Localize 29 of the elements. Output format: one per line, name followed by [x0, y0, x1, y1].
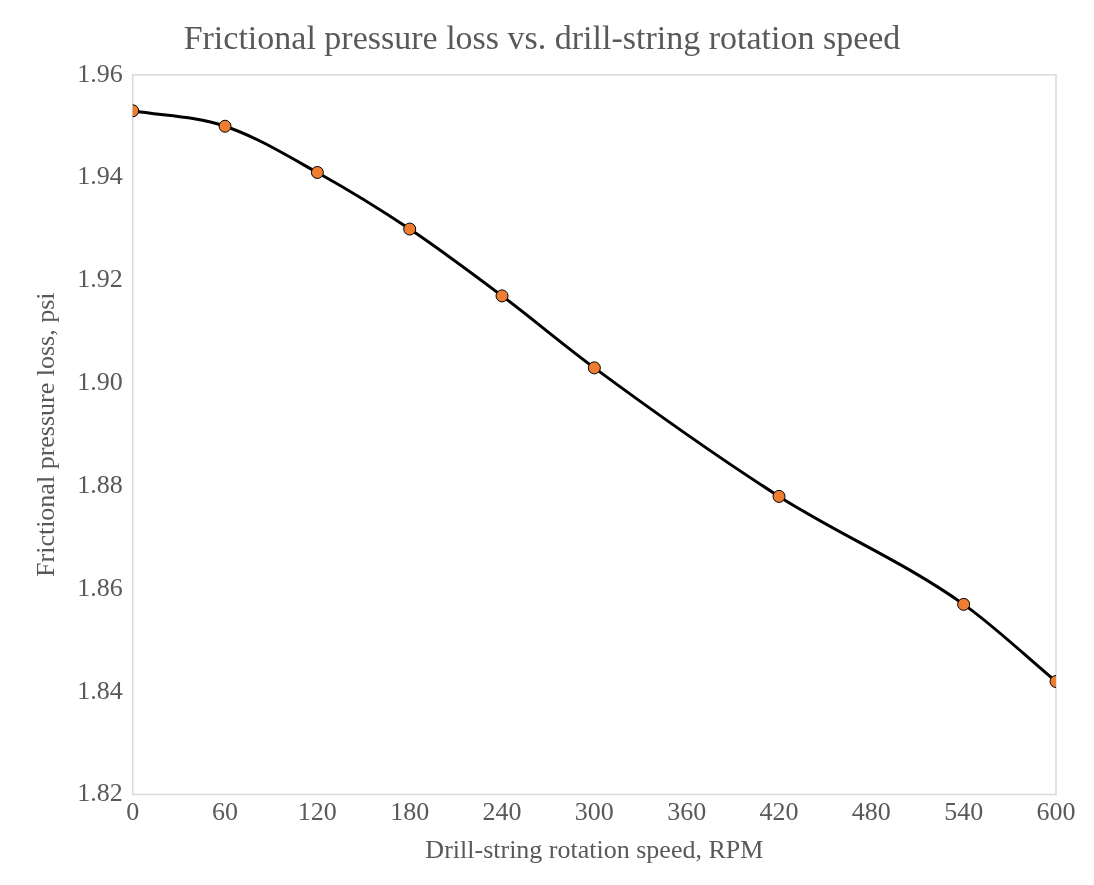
x-tick-label: 300 [574, 797, 614, 827]
x-tick-label: 240 [482, 797, 522, 827]
x-tick-label: 540 [944, 797, 984, 827]
x-tick-label: 60 [212, 797, 239, 827]
point [495, 289, 509, 303]
x-tick-label: 0 [126, 797, 140, 827]
y-tick-label: 1.92 [77, 264, 123, 294]
y-tick-label: 1.96 [77, 58, 123, 88]
point [310, 165, 324, 179]
point [218, 119, 232, 133]
x-tick-label: 420 [759, 797, 799, 827]
point [403, 222, 417, 236]
chart-title: Frictional pressure loss vs. drill-string rotation speed [183, 19, 901, 57]
y-tick-label: 1.90 [77, 367, 123, 397]
x-tick-label: 180 [390, 797, 430, 827]
y-tick-label: 1.94 [77, 161, 123, 191]
x-axis-title: Drill-string rotation speed, RPM [425, 835, 764, 865]
y-tick-label: 1.88 [77, 469, 123, 499]
point [772, 489, 786, 503]
y-axis-title: Frictional pressure loss, psi [31, 292, 61, 577]
point [957, 597, 971, 611]
x-tick-label: 480 [851, 797, 891, 827]
y-tick-label: 1.82 [77, 778, 123, 808]
y-tick-label: 1.86 [77, 572, 123, 602]
x-tick-label: 360 [667, 797, 707, 827]
y-tick-label: 1.84 [77, 675, 123, 705]
x-tick-label: 600 [1036, 797, 1076, 827]
point [587, 361, 601, 375]
x-tick-label: 120 [297, 797, 337, 827]
